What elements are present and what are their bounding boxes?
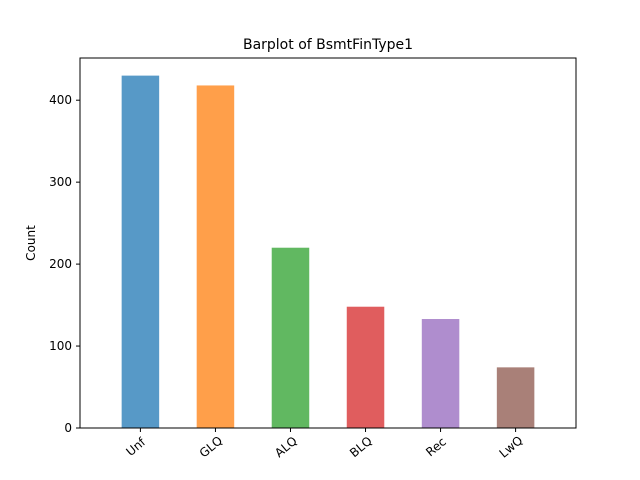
x-tick-label: BLQ — [347, 434, 375, 460]
plot-frame — [79, 57, 577, 429]
x-axis-ticks: Unf GLQ ALQ BLQ Rec LwQ — [123, 428, 525, 461]
bar-blq — [346, 306, 385, 428]
y-tick-label: 400 — [49, 93, 72, 107]
y-tick-label: 200 — [49, 257, 72, 271]
bar-lwq — [496, 367, 535, 428]
x-tick-label: GLQ — [197, 433, 225, 460]
bar-glq — [196, 85, 235, 428]
bars-layer — [121, 75, 535, 428]
y-tick-label: 0 — [64, 421, 72, 435]
bar-unf — [121, 75, 160, 428]
y-tick-label: 300 — [49, 175, 72, 189]
x-tick-label: ALQ — [272, 434, 300, 460]
x-tick-label: LwQ — [497, 433, 526, 460]
x-tick-label: Rec — [423, 435, 449, 460]
bar-rec — [421, 319, 460, 428]
y-axis-label: Count — [24, 225, 38, 261]
x-tick-label: Unf — [123, 434, 148, 458]
y-axis-ticks: 0 100 200 300 400 — [49, 93, 80, 435]
y-tick-label: 100 — [49, 339, 72, 353]
bar-alq — [271, 247, 310, 428]
chart-title: Barplot of BsmtFinType1 — [243, 37, 413, 53]
